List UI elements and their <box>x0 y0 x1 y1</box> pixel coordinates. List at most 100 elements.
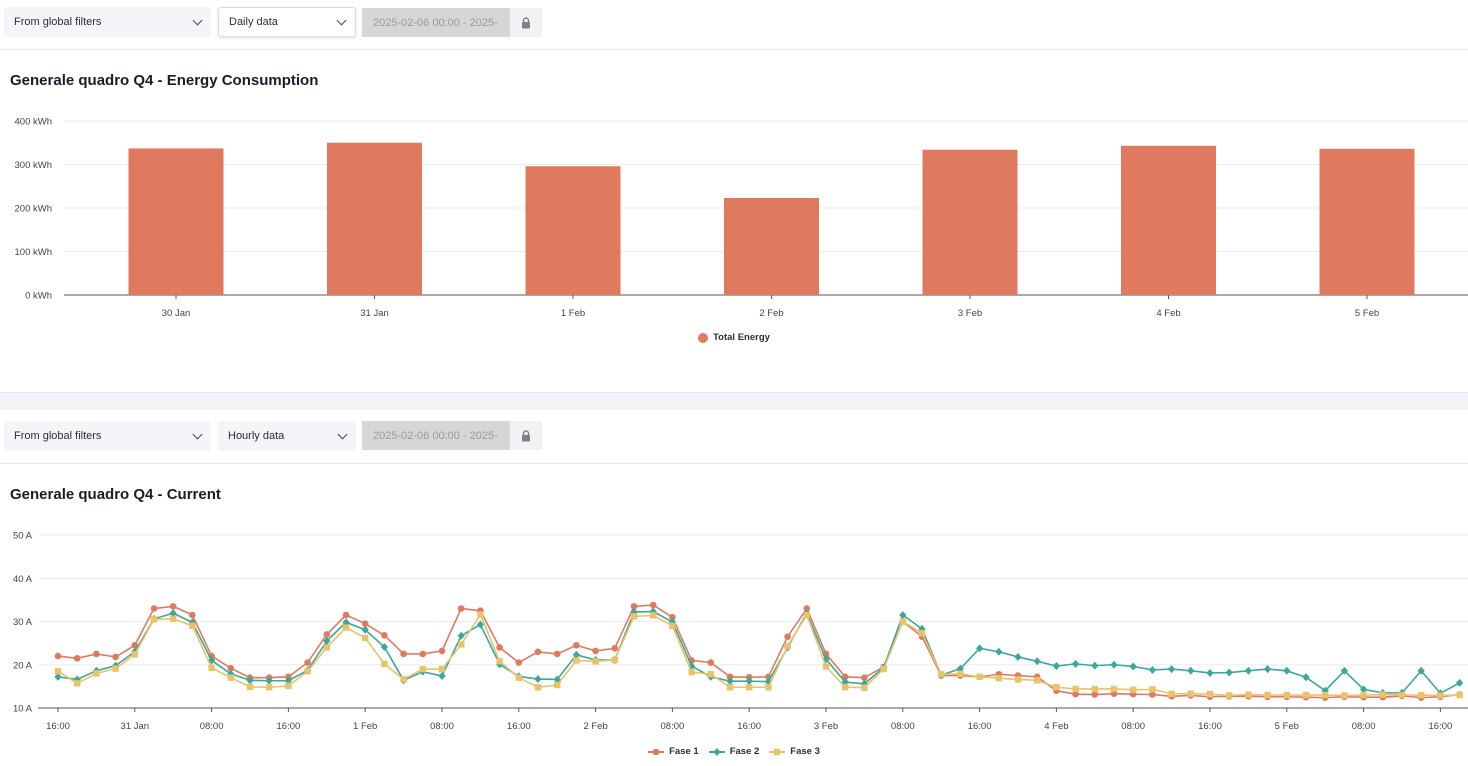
data-point[interactable] <box>323 644 330 651</box>
bar[interactable] <box>327 142 422 295</box>
data-point[interactable] <box>1360 691 1367 699</box>
data-point[interactable] <box>899 618 906 625</box>
data-point[interactable] <box>650 612 657 619</box>
data-point[interactable] <box>995 647 1003 656</box>
data-point[interactable] <box>1244 666 1252 675</box>
data-point[interactable] <box>1110 685 1118 693</box>
data-point[interactable] <box>323 636 331 645</box>
data-point[interactable] <box>361 620 369 627</box>
data-point[interactable] <box>1226 692 1233 699</box>
data-point[interactable] <box>74 680 81 687</box>
data-point[interactable] <box>573 657 580 664</box>
data-point[interactable] <box>1148 665 1156 674</box>
data-point[interactable] <box>342 611 350 619</box>
data-point[interactable] <box>54 672 62 681</box>
data-point[interactable] <box>189 611 196 619</box>
data-point[interactable] <box>803 611 810 619</box>
data-point[interactable] <box>189 622 196 630</box>
data-point[interactable] <box>73 654 81 662</box>
data-point[interactable] <box>688 668 695 676</box>
data-point[interactable] <box>534 648 542 656</box>
data-point[interactable] <box>1283 666 1291 675</box>
data-point[interactable] <box>630 603 638 610</box>
data-point[interactable] <box>746 684 753 691</box>
data-point[interactable] <box>572 650 580 659</box>
data-point[interactable] <box>995 674 1002 682</box>
data-point[interactable] <box>611 645 619 652</box>
data-point[interactable] <box>1187 666 1195 675</box>
data-point[interactable] <box>1322 691 1329 699</box>
data-point[interactable] <box>534 684 542 691</box>
data-point[interactable] <box>1052 662 1060 671</box>
data-point[interactable] <box>976 644 984 653</box>
data-point[interactable] <box>822 663 830 670</box>
data-point[interactable] <box>419 665 426 673</box>
data-point[interactable] <box>1264 691 1271 699</box>
data-point[interactable] <box>707 671 714 678</box>
data-point[interactable] <box>553 650 561 658</box>
data-point[interactable] <box>227 674 234 681</box>
data-point[interactable] <box>918 629 926 637</box>
data-point[interactable] <box>284 676 292 685</box>
data-point[interactable] <box>1245 691 1252 698</box>
data-point[interactable] <box>784 633 791 640</box>
legend-item[interactable]: Fase 2 <box>708 746 759 757</box>
data-point[interactable] <box>1168 665 1176 674</box>
data-point[interactable] <box>841 673 849 681</box>
data-point[interactable] <box>285 682 292 690</box>
data-point[interactable] <box>707 659 715 666</box>
data-point[interactable] <box>1264 665 1272 674</box>
data-point[interactable] <box>380 643 388 652</box>
data-point[interactable] <box>669 622 676 630</box>
data-point[interactable] <box>745 677 753 686</box>
data-point[interactable] <box>457 605 465 612</box>
data-point[interactable] <box>227 669 235 678</box>
data-point[interactable] <box>93 670 100 677</box>
data-point[interactable] <box>362 634 369 642</box>
data-point[interactable] <box>169 603 177 610</box>
data-point[interactable] <box>726 677 734 686</box>
data-point[interactable] <box>1091 691 1099 698</box>
data-point[interactable] <box>246 676 254 685</box>
data-point[interactable] <box>400 650 407 658</box>
data-point[interactable] <box>861 684 868 691</box>
data-point[interactable] <box>611 656 618 664</box>
data-point[interactable] <box>1110 660 1118 669</box>
data-point[interactable] <box>1341 692 1348 699</box>
data-point[interactable] <box>323 631 331 638</box>
data-point[interactable] <box>1168 690 1175 697</box>
legend-item[interactable]: Total Energy <box>698 332 770 343</box>
data-point[interactable] <box>1360 685 1368 694</box>
data-point[interactable] <box>1072 659 1080 668</box>
data-point[interactable] <box>1417 666 1425 675</box>
data-point[interactable] <box>266 684 273 691</box>
data-point[interactable] <box>54 652 62 660</box>
data-point[interactable] <box>1072 685 1079 693</box>
data-point[interactable] <box>361 625 369 634</box>
data-point[interactable] <box>438 647 446 655</box>
data-point[interactable] <box>93 650 100 658</box>
data-point[interactable] <box>1187 690 1194 697</box>
data-point[interactable] <box>438 671 446 680</box>
data-point[interactable] <box>438 665 446 673</box>
data-point[interactable] <box>381 632 388 639</box>
legend-item[interactable]: Fase 1 <box>648 746 699 757</box>
bar[interactable] <box>525 166 621 295</box>
data-point[interactable] <box>573 641 580 649</box>
data-point[interactable] <box>1379 691 1386 698</box>
data-point[interactable] <box>592 647 599 655</box>
bar[interactable] <box>1121 145 1216 295</box>
data-point[interactable] <box>419 650 427 658</box>
data-point[interactable] <box>534 675 542 684</box>
data-point[interactable] <box>630 613 638 620</box>
interval-select[interactable]: Hourly data <box>218 421 356 451</box>
data-point[interactable] <box>304 659 311 666</box>
data-point[interactable] <box>1225 668 1233 677</box>
data-point[interactable] <box>1072 690 1079 698</box>
data-point[interactable] <box>1206 690 1214 698</box>
data-point[interactable] <box>1456 678 1464 687</box>
data-point[interactable] <box>265 676 273 685</box>
data-point[interactable] <box>304 668 311 675</box>
data-point[interactable] <box>1091 661 1099 670</box>
bar[interactable] <box>1319 148 1415 295</box>
